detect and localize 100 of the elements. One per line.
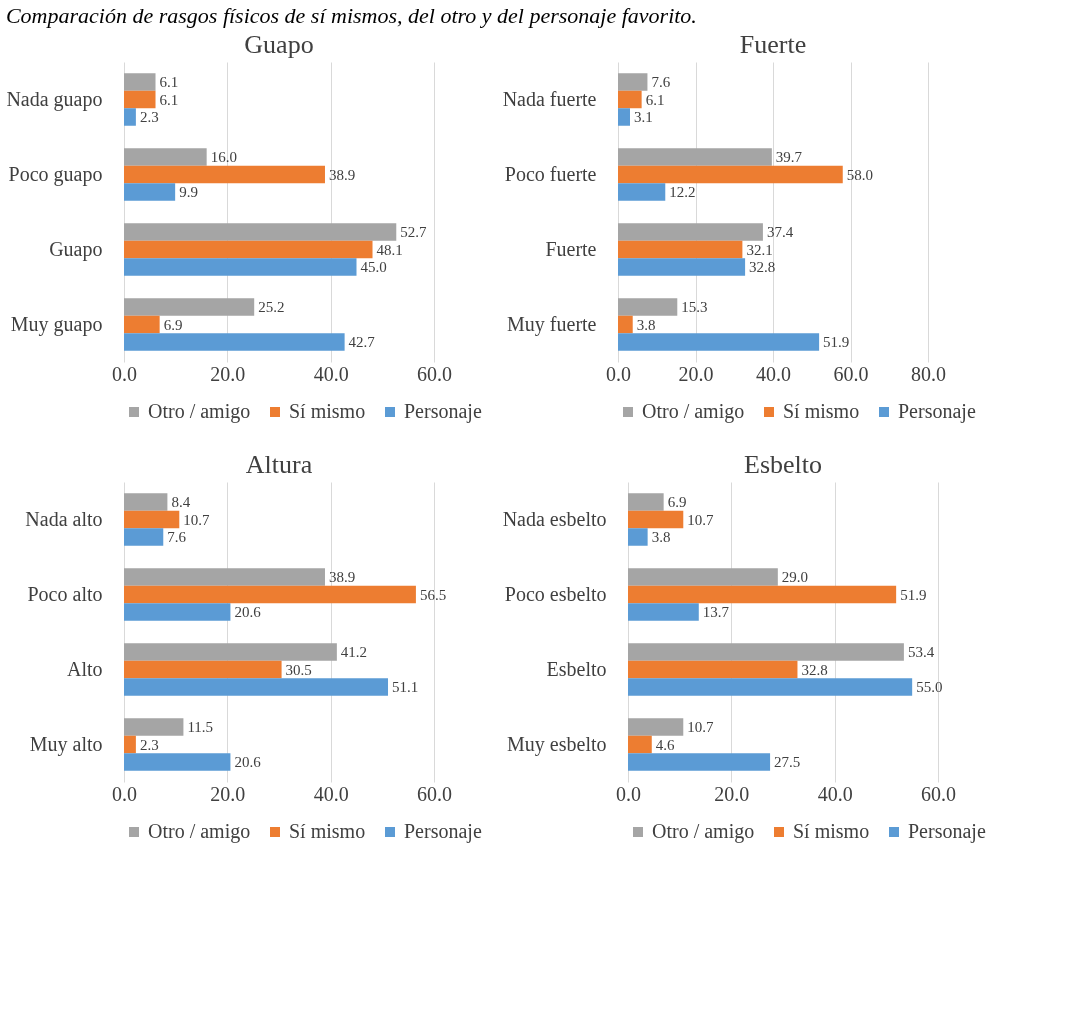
bar — [124, 73, 156, 91]
data-label: 51.9 — [823, 334, 850, 350]
bar — [124, 568, 325, 586]
data-label: 55.0 — [916, 679, 943, 695]
bar — [124, 298, 255, 316]
bar — [618, 148, 772, 166]
data-label: 3.8 — [651, 529, 671, 545]
data-label: 38.9 — [328, 166, 356, 183]
bar — [618, 240, 743, 259]
chart-title: Guapo — [244, 30, 314, 59]
y-tick-label: Poco alto — [27, 582, 103, 605]
bar — [618, 183, 666, 201]
data-label: 2.3 — [139, 109, 159, 125]
bar — [628, 528, 648, 546]
data-label: 51.9 — [900, 586, 927, 603]
x-tick-label: 0.0 — [606, 362, 631, 385]
x-tick-label: 40.0 — [817, 782, 853, 805]
bar — [124, 258, 357, 276]
legend-label: Otro / amigo — [148, 400, 251, 423]
data-label: 32.8 — [749, 259, 776, 275]
data-label: 6.1 — [159, 91, 179, 108]
legend-label: Sí mismo — [289, 820, 366, 842]
x-tick-label: 0.0 — [616, 782, 641, 805]
chart-title: Esbelto — [744, 450, 822, 479]
data-label: 32.8 — [801, 661, 828, 678]
y-tick-label: Muy alto — [29, 732, 103, 756]
bar — [124, 660, 282, 679]
bar — [628, 735, 652, 754]
y-tick-label: Guapo — [49, 237, 103, 261]
data-label: 38.9 — [328, 569, 356, 585]
data-label: 3.8 — [636, 316, 656, 333]
data-label: 12.2 — [669, 184, 696, 200]
bar — [124, 240, 373, 259]
data-label: 41.2 — [340, 644, 368, 660]
y-tick-label: Muy guapo — [10, 312, 103, 336]
bar — [124, 528, 164, 546]
data-label: 29.0 — [781, 569, 809, 585]
bar — [628, 660, 798, 679]
data-label: 51.1 — [392, 679, 419, 695]
legend-label: Sí mismo — [793, 820, 870, 842]
x-tick-label: 80.0 — [911, 362, 946, 385]
data-label: 10.7 — [183, 511, 211, 528]
legend-label: Otro / amigo — [148, 820, 251, 843]
y-tick-label: Nada fuerte — [502, 87, 597, 110]
bar — [628, 678, 913, 696]
bar — [124, 223, 397, 241]
bar — [124, 643, 337, 661]
bar — [124, 315, 160, 334]
data-label: 45.0 — [360, 259, 387, 275]
bar — [124, 735, 136, 754]
bar — [618, 108, 631, 126]
x-tick-label: 20.0 — [714, 782, 750, 805]
y-tick-label: Poco guapo — [8, 162, 103, 186]
bar — [618, 333, 820, 351]
x-tick-label: 20.0 — [678, 362, 714, 385]
legend-label: Personaje — [404, 820, 482, 843]
x-tick-label: 20.0 — [210, 362, 246, 385]
bar — [628, 493, 664, 511]
data-label: 20.6 — [234, 604, 262, 620]
data-label: 20.6 — [234, 754, 262, 770]
bar — [628, 568, 778, 586]
data-label: 39.7 — [775, 149, 803, 165]
bar — [124, 108, 136, 126]
y-tick-label: Poco fuerte — [504, 162, 597, 185]
y-tick-label: Nada alto — [25, 507, 103, 530]
data-label: 9.9 — [179, 184, 198, 200]
bar — [628, 643, 904, 661]
bar — [628, 753, 771, 771]
bar — [124, 510, 180, 529]
data-label: 7.6 — [651, 74, 671, 90]
bar — [628, 510, 684, 529]
bar — [628, 718, 684, 736]
bar — [124, 90, 156, 109]
y-tick-label: Alto — [66, 657, 103, 680]
bar — [124, 603, 231, 621]
chart-title: Fuerte — [739, 30, 807, 59]
bar — [124, 493, 168, 511]
x-tick-label: 60.0 — [417, 782, 452, 805]
y-tick-label: Fuerte — [545, 237, 597, 260]
data-label: 48.1 — [376, 241, 403, 258]
bar — [618, 223, 763, 241]
data-label: 4.6 — [655, 736, 676, 753]
x-tick-label: 20.0 — [210, 782, 246, 805]
legend-label: Sí mismo — [289, 400, 366, 422]
x-tick-label: 40.0 — [313, 782, 349, 805]
data-label: 13.7 — [702, 604, 730, 620]
data-label: 11.5 — [187, 719, 214, 735]
legend-label: Personaje — [908, 820, 986, 843]
legend-label: Personaje — [404, 400, 482, 423]
data-label: 58.0 — [846, 166, 873, 183]
x-tick-label: 60.0 — [833, 362, 869, 385]
data-label: 10.7 — [687, 511, 715, 528]
bar — [618, 258, 746, 276]
bar — [124, 148, 207, 166]
data-label: 37.4 — [766, 224, 794, 240]
data-label: 6.1 — [159, 74, 179, 90]
legend-label: Otro / amigo — [652, 820, 755, 843]
x-tick-label: 40.0 — [313, 362, 349, 385]
data-label: 53.4 — [907, 644, 935, 660]
data-label: 32.1 — [746, 241, 773, 258]
